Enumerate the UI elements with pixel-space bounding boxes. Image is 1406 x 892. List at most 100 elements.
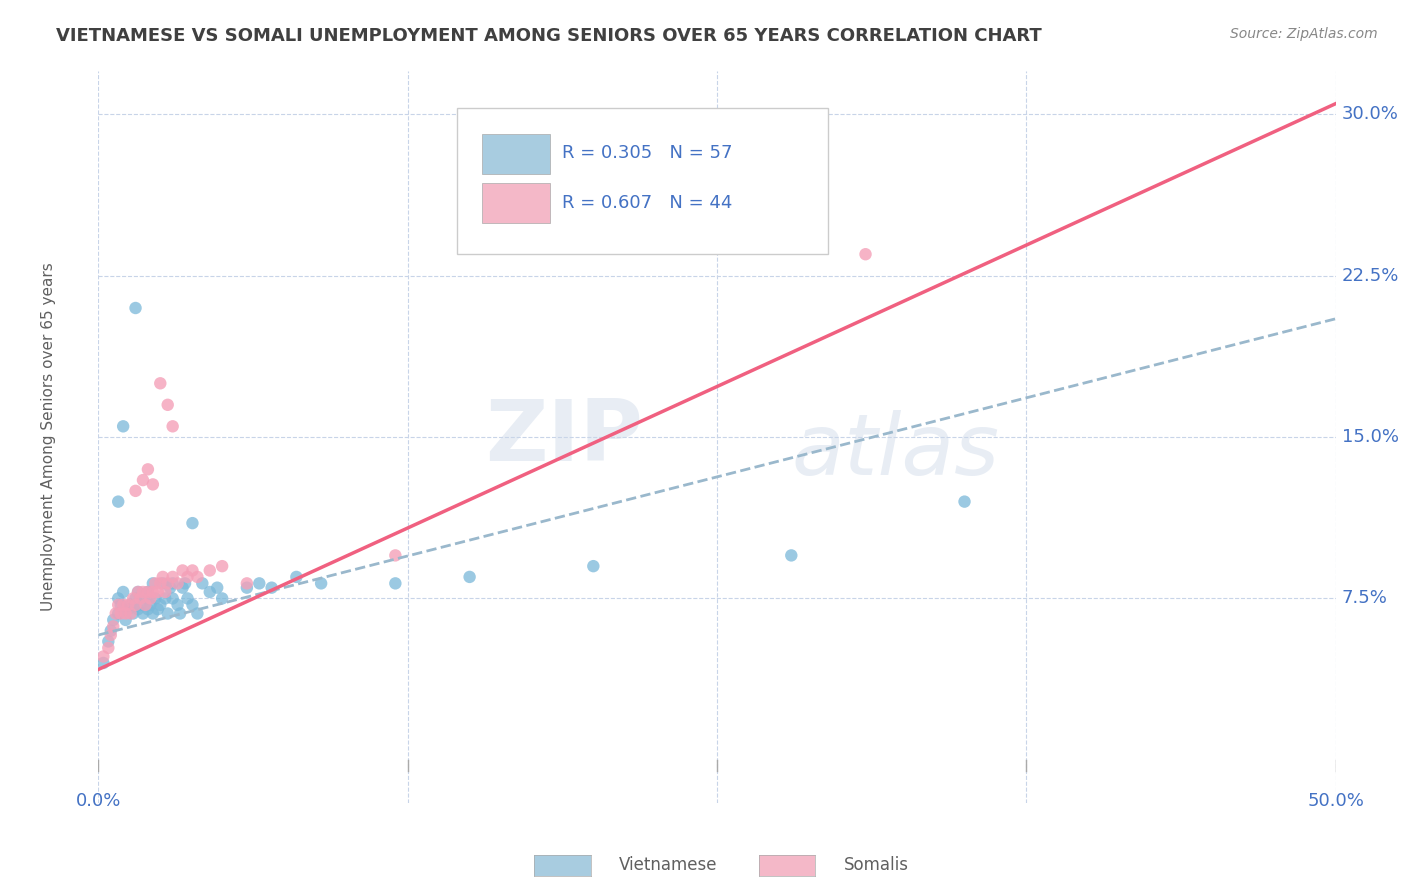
Point <box>107 591 129 606</box>
Point <box>143 591 166 606</box>
Point <box>117 602 139 616</box>
Text: 0.0%: 0.0% <box>76 792 121 810</box>
Point <box>191 576 214 591</box>
Point <box>142 576 165 591</box>
Point <box>122 607 145 621</box>
Point <box>176 570 198 584</box>
Point <box>100 624 122 638</box>
FancyBboxPatch shape <box>457 108 828 254</box>
Text: 30.0%: 30.0% <box>1341 105 1399 123</box>
Point <box>103 613 125 627</box>
Text: R = 0.607   N = 44: R = 0.607 N = 44 <box>562 194 733 212</box>
Point <box>162 570 184 584</box>
Point <box>132 585 155 599</box>
Point <box>152 576 174 591</box>
Point <box>114 613 136 627</box>
Point <box>172 581 194 595</box>
Point <box>107 494 129 508</box>
Point <box>309 576 332 591</box>
Point <box>146 602 169 616</box>
Point <box>166 598 188 612</box>
Point <box>110 598 132 612</box>
Point <box>155 591 177 606</box>
Point <box>93 649 115 664</box>
Point <box>120 607 142 621</box>
Point <box>384 549 406 563</box>
Text: 15.0%: 15.0% <box>1341 428 1399 446</box>
Point <box>181 516 204 530</box>
Point <box>211 559 233 574</box>
Point <box>139 591 162 606</box>
Point <box>114 607 136 621</box>
Point <box>236 581 259 595</box>
Point <box>186 570 208 584</box>
Point <box>136 585 159 599</box>
Text: 22.5%: 22.5% <box>1341 267 1399 285</box>
Point <box>156 398 179 412</box>
Point <box>159 581 181 595</box>
Point <box>149 598 172 612</box>
Point <box>458 570 481 584</box>
Point <box>181 564 204 578</box>
Point <box>582 559 605 574</box>
Point <box>143 576 166 591</box>
Point <box>211 591 233 606</box>
Point <box>236 576 259 591</box>
Point <box>186 607 208 621</box>
Point <box>136 462 159 476</box>
Point <box>152 570 174 584</box>
Point <box>132 607 155 621</box>
Text: Unemployment Among Seniors over 65 years: Unemployment Among Seniors over 65 years <box>41 263 56 611</box>
Point <box>107 607 129 621</box>
Point <box>155 585 177 599</box>
Point <box>132 591 155 606</box>
Point <box>142 585 165 599</box>
Point <box>156 576 179 591</box>
Point <box>174 576 197 591</box>
Point <box>149 576 172 591</box>
Point <box>112 585 135 599</box>
Point <box>97 640 120 655</box>
Point <box>181 598 204 612</box>
Point <box>247 576 270 591</box>
Text: Source: ZipAtlas.com: Source: ZipAtlas.com <box>1230 27 1378 41</box>
Point <box>124 598 146 612</box>
Point <box>260 581 283 595</box>
Point <box>104 607 127 621</box>
Point <box>127 585 149 599</box>
Point <box>198 564 221 578</box>
Text: Somalis: Somalis <box>844 856 908 874</box>
Point <box>112 419 135 434</box>
Point <box>97 634 120 648</box>
Bar <box>482 183 550 224</box>
Point <box>198 585 221 599</box>
Point <box>134 598 156 612</box>
Text: Vietnamese: Vietnamese <box>619 856 717 874</box>
Point <box>149 376 172 391</box>
Point <box>120 598 142 612</box>
Point <box>162 419 184 434</box>
Point <box>142 477 165 491</box>
Point <box>172 564 194 578</box>
Point <box>162 591 184 606</box>
Point <box>146 585 169 599</box>
Text: ZIP: ZIP <box>485 395 643 479</box>
Point <box>132 473 155 487</box>
Point <box>100 628 122 642</box>
Point <box>110 607 132 621</box>
Point <box>855 247 877 261</box>
Point <box>780 549 803 563</box>
Bar <box>482 134 550 174</box>
Point <box>139 598 162 612</box>
Text: VIETNAMESE VS SOMALI UNEMPLOYMENT AMONG SENIORS OVER 65 YEARS CORRELATION CHART: VIETNAMESE VS SOMALI UNEMPLOYMENT AMONG … <box>56 27 1042 45</box>
Point <box>162 576 184 591</box>
Point <box>112 598 135 612</box>
Point <box>117 598 139 612</box>
Point <box>136 585 159 599</box>
Text: R = 0.305   N = 57: R = 0.305 N = 57 <box>562 145 733 162</box>
Point <box>112 602 135 616</box>
Point <box>107 598 129 612</box>
Point <box>124 483 146 498</box>
Point <box>127 602 149 616</box>
Point <box>129 598 152 612</box>
